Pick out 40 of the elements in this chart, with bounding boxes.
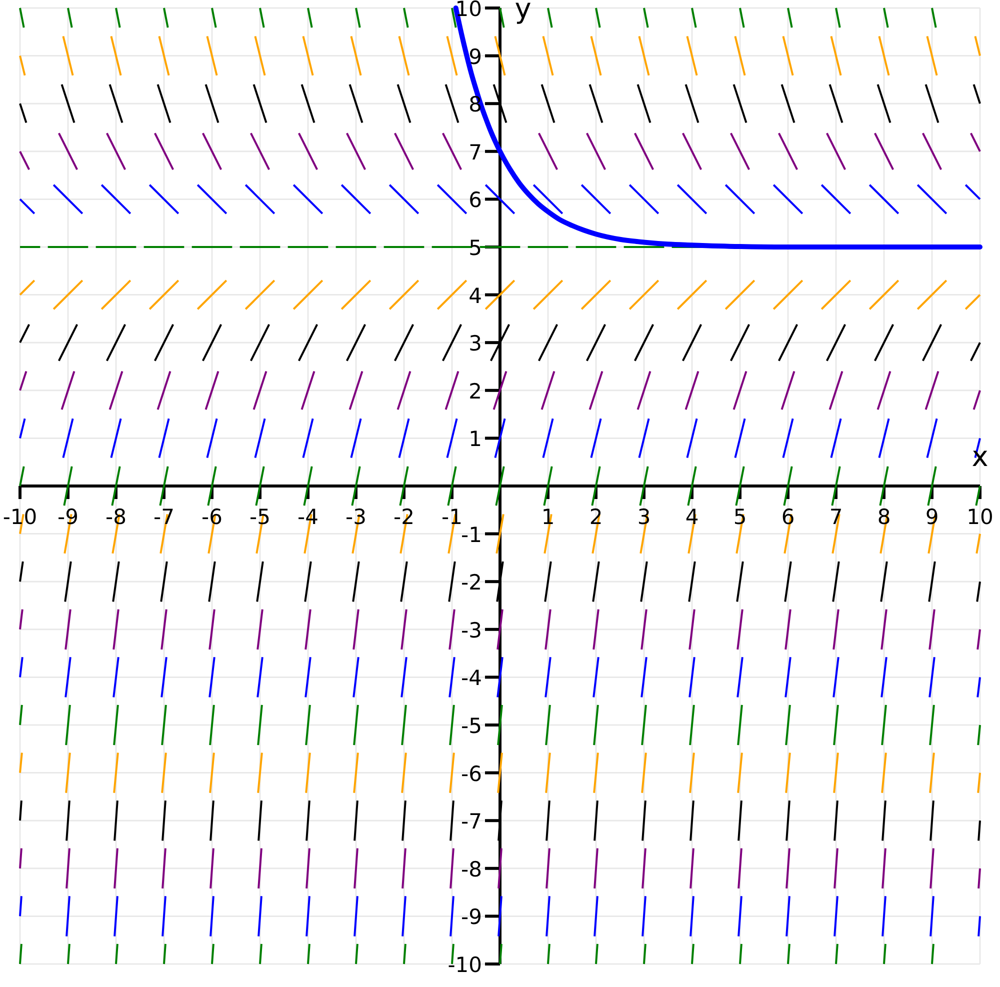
x-tick-label: 4 [685,505,699,529]
x-tick-label: -2 [394,505,414,529]
x-tick-label: -10 [2,505,38,529]
y-tick-label: -4 [461,666,482,690]
x-tick-label: 3 [637,505,651,529]
x-axis-title: x [972,440,988,473]
x-tick-label: 8 [877,505,891,529]
x-tick-label: 2 [589,505,603,529]
y-tick-label: 10 [455,0,482,21]
y-tick-label: -5 [461,714,482,738]
x-tick-label: 6 [781,505,795,529]
y-tick-label: -8 [461,857,482,882]
x-tick-label: -9 [58,505,78,529]
x-tick-label: 1 [541,505,555,529]
x-tick-label: -6 [202,505,222,529]
y-tick-label: -10 [448,953,482,977]
x-tick-label: -7 [154,505,174,529]
x-tick-label: -5 [250,505,270,529]
y-tick-label: -9 [461,905,482,930]
y-tick-label: 6 [468,188,482,212]
y-tick-label: -3 [461,618,482,642]
y-axis-title: y [514,0,532,25]
y-tick-label: -6 [461,762,482,786]
y-tick-label: -2 [461,570,482,595]
y-tick-label: -7 [461,810,482,834]
x-tick-label: 7 [829,505,843,529]
y-tick-label: 5 [468,236,482,260]
y-tick-label: -1 [461,522,482,547]
y-tick-label: 3 [468,332,482,356]
x-tick-label: 9 [925,505,939,529]
x-tick-label: 5 [733,505,747,529]
y-tick-label: 4 [468,284,482,308]
x-tick-label: 10 [966,505,994,529]
x-tick-label: -8 [106,505,126,529]
y-tick-label: 2 [468,379,482,404]
x-tick-label: -4 [298,505,318,529]
y-tick-label: 9 [468,44,482,69]
y-tick-label: 7 [468,140,482,164]
x-tick-label: -3 [346,505,366,529]
y-tick-label: 1 [468,427,482,452]
